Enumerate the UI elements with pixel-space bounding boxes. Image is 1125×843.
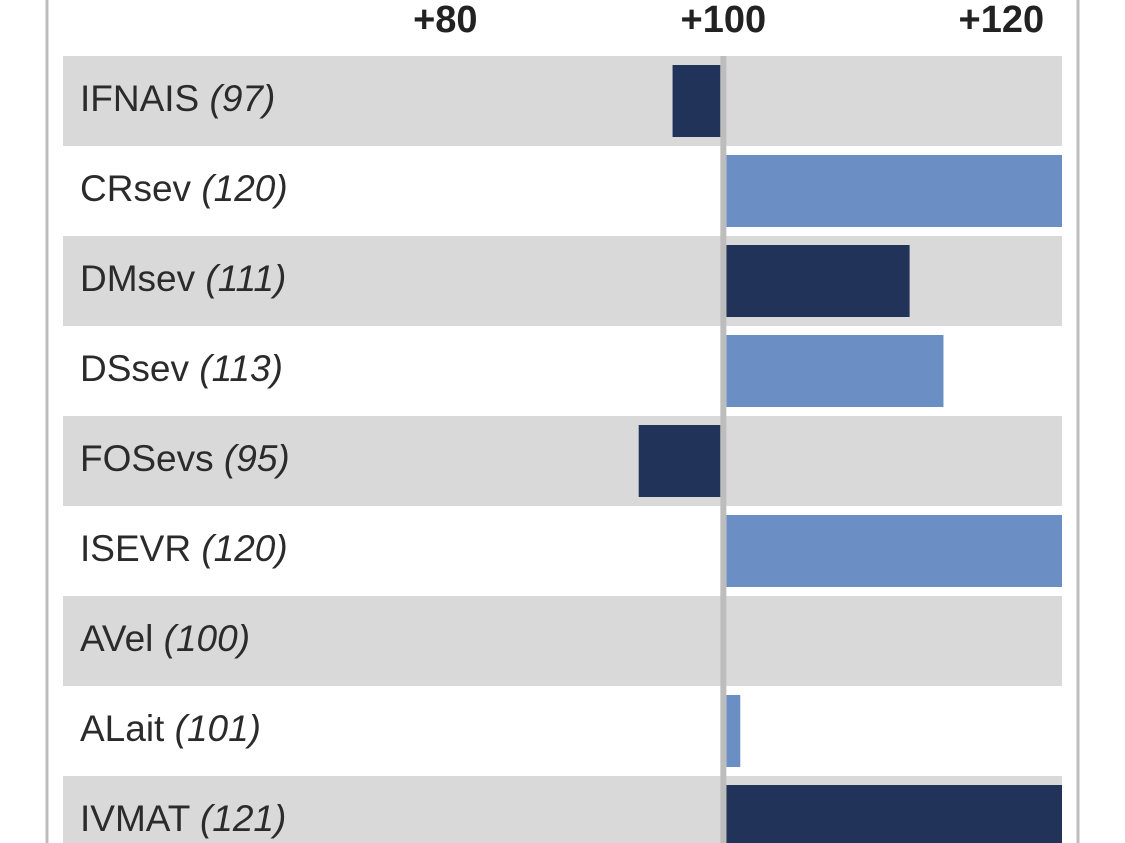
row-background: [63, 596, 1062, 686]
labels: IFNAIS (97) CRsev (120) DMsev (111) DSsev (…: [80, 0, 1044, 839]
x-tick-label: +80: [413, 0, 477, 41]
row-background: [63, 56, 1062, 146]
x-tick-label: +120: [959, 0, 1045, 41]
row-label: DMsev (111): [80, 258, 286, 299]
row-label: IVMAT (121): [80, 798, 286, 839]
row-label: AVel (100): [80, 618, 250, 659]
value-label: (111): [205, 258, 286, 299]
value-label: (121): [200, 798, 286, 839]
value-label: (113): [199, 348, 283, 389]
bar: [638, 425, 721, 497]
value-label: (97): [210, 78, 276, 119]
row-label: FOSevs (95): [80, 438, 290, 479]
bars: [638, 56, 1062, 843]
bar: [726, 695, 741, 767]
row-background: [63, 416, 1062, 506]
bar: [672, 65, 721, 137]
baseline: [720, 56, 727, 843]
bar: [726, 155, 1062, 227]
bar: [726, 335, 944, 407]
value-label: (120): [201, 168, 287, 209]
value-label: (101): [175, 708, 261, 749]
row-label: DSsev (113): [80, 348, 283, 389]
row-background: [63, 686, 1062, 776]
category-label: ALait: [80, 708, 165, 749]
row-label: ALait (101): [80, 708, 261, 749]
value-label: (120): [201, 528, 287, 569]
bar: [726, 785, 1062, 843]
row-label: ISEVR (120): [80, 528, 288, 569]
row-label: IFNAIS (97): [80, 78, 275, 119]
category-label: DSsev: [80, 348, 189, 389]
row-label: CRsev (120): [80, 168, 288, 209]
category-label: DMsev: [80, 258, 196, 299]
category-label: ISEVR: [80, 528, 191, 569]
category-label: IFNAIS: [80, 78, 199, 119]
value-label: (95): [224, 438, 290, 479]
value-label: (100): [164, 618, 250, 659]
category-label: CRsev: [80, 168, 192, 209]
x-tick-label: +100: [681, 0, 767, 41]
bar: [726, 515, 1062, 587]
category-label: IVMAT: [80, 798, 190, 839]
category-label: FOSevs: [80, 438, 214, 479]
bar: [726, 245, 910, 317]
category-label: AVel: [80, 618, 153, 659]
